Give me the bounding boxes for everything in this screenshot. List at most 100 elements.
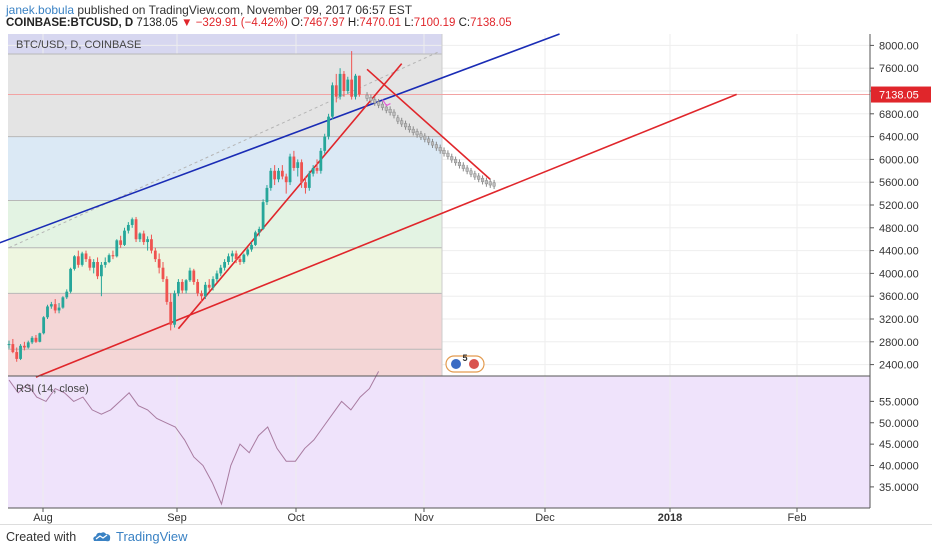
candle	[300, 159, 303, 188]
candle-body	[284, 176, 288, 183]
projected-body	[469, 170, 473, 175]
price-tick-label: 6400.00	[879, 132, 919, 144]
candle-body	[219, 267, 223, 274]
candle	[257, 226, 261, 237]
low-label: L:	[404, 17, 414, 29]
candle	[319, 148, 323, 174]
candle-body	[342, 73, 346, 91]
candle-body	[338, 73, 342, 97]
projected-body	[392, 111, 396, 116]
projected-candle	[411, 126, 415, 136]
candle-body	[307, 173, 311, 188]
candle	[57, 303, 61, 314]
candle-body	[169, 301, 173, 325]
candle-body	[65, 291, 69, 298]
candle-body	[257, 228, 261, 233]
candle-body	[227, 256, 230, 262]
candle	[327, 113, 330, 140]
projected-body	[400, 120, 404, 125]
candle	[7, 340, 11, 349]
candle-body	[38, 333, 42, 342]
candle-body	[269, 170, 273, 188]
low-value: 7100.19	[413, 17, 456, 29]
candle-body	[273, 170, 277, 180]
candle	[49, 301, 53, 309]
candle	[130, 217, 134, 228]
candle	[234, 250, 238, 264]
candle	[161, 262, 165, 282]
chart-svg[interactable]: 8000.007600.007200.006800.006400.006000.…	[0, 0, 932, 524]
projected-candle	[454, 156, 458, 166]
projected-candle	[457, 159, 461, 169]
dashed-trendline	[8, 50, 441, 249]
candle-body	[300, 162, 303, 183]
candle-body	[96, 262, 99, 277]
candle	[223, 259, 226, 271]
candle	[84, 250, 88, 262]
price-tick-label: 5200.00	[879, 200, 919, 212]
candle-body	[15, 352, 19, 359]
projected-body	[427, 138, 431, 143]
projected-body	[457, 162, 461, 166]
candle-body	[261, 202, 265, 229]
symbol-label: COINBASE:BTCUSD, D	[6, 17, 134, 29]
candle	[157, 253, 161, 274]
candle-body	[23, 345, 26, 348]
tradingview-brand-link[interactable]: TradingView	[92, 529, 188, 544]
projected-body	[430, 141, 435, 146]
trendline	[35, 93, 737, 378]
candle	[123, 227, 126, 247]
change-value: −329.91 (−4.42%)	[195, 17, 288, 29]
author-link[interactable]: janek.bobula	[6, 3, 75, 17]
projected-body	[492, 182, 496, 187]
candle	[192, 268, 196, 285]
candle-body	[200, 293, 203, 297]
candle	[61, 296, 65, 309]
projected-body	[454, 159, 458, 164]
price-tick-label: 3200.00	[879, 314, 919, 326]
candle	[211, 276, 215, 291]
projected-candle	[434, 141, 438, 151]
candle-body	[142, 233, 146, 243]
time-tick-label: Aug	[33, 512, 53, 524]
rsi-line	[8, 371, 380, 506]
candle	[142, 230, 146, 245]
candle	[169, 293, 173, 331]
candle-body	[88, 259, 92, 268]
candle-body	[184, 280, 188, 291]
candle	[107, 253, 111, 264]
candle-body	[196, 281, 200, 294]
candle	[69, 267, 72, 294]
candle	[273, 165, 277, 186]
candle	[215, 270, 219, 282]
projected-body	[484, 180, 488, 185]
projected-candle	[473, 170, 477, 180]
projected-body	[411, 128, 415, 133]
rsi-tick-label: 55.0000	[879, 396, 919, 408]
candle-body	[304, 182, 307, 188]
footer: Created with TradingView	[0, 524, 932, 551]
candle	[265, 185, 269, 205]
candle-body	[111, 255, 115, 257]
candle	[357, 75, 361, 97]
candle-body	[100, 264, 103, 277]
candle	[65, 289, 69, 300]
candle	[138, 232, 142, 243]
candle	[304, 176, 307, 194]
candle-body	[311, 167, 315, 174]
candle-body	[34, 337, 38, 342]
price-tick-label: 4800.00	[879, 223, 919, 235]
candle-body	[150, 239, 153, 251]
candle	[126, 222, 130, 234]
candle-body	[357, 75, 361, 95]
time-tick-label: Feb	[788, 512, 807, 524]
candle-body	[157, 259, 161, 268]
candle-body	[69, 268, 72, 292]
candle-body	[7, 344, 11, 346]
projected-candle	[442, 147, 446, 157]
projected-candle	[396, 114, 400, 125]
candle	[88, 256, 92, 271]
projected-body	[388, 108, 392, 113]
projected-candle	[419, 130, 423, 141]
fib-band	[8, 349, 442, 376]
